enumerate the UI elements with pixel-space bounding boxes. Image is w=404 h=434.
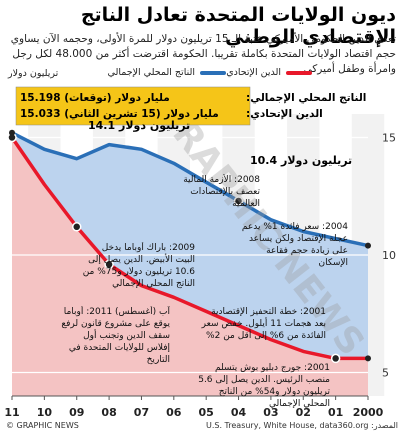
event-marker xyxy=(104,259,114,270)
annotation-2009: 2009: باراك أوباما يدخل البيت الأبيض. ال… xyxy=(82,243,195,289)
gdp-line xyxy=(11,131,369,248)
legend-debt-label: الدين الإتحادي xyxy=(226,67,281,78)
callout: الناتج المحلي الإجمالي: 15.198 مليار دول… xyxy=(15,86,366,126)
legend-gdp-swatch xyxy=(200,70,226,75)
debt-start-marker xyxy=(365,355,371,362)
legend-debt-swatch xyxy=(286,70,312,75)
x-tick-label: 06 xyxy=(166,406,182,419)
x-tick-label: 2000 xyxy=(353,406,384,419)
annotation-2001b-text: 2001: جورج دبليو بوش يتسلم منصب الرئيس. … xyxy=(198,363,330,409)
page-title: ديون الولايات المتحدة تعادل الناتج الإقت… xyxy=(80,4,396,48)
event-marker xyxy=(71,222,82,232)
annotation-2008-text: 2008: الأزمة المالية تعصف بالإقتصادات ال… xyxy=(183,175,260,209)
y-tick-label: 15 xyxy=(382,132,396,145)
callout-box xyxy=(15,86,251,126)
debt-line xyxy=(10,136,368,361)
x-tick-label: 10 xyxy=(37,406,53,419)
gdp-end-marker xyxy=(9,129,15,136)
subtitle: تعدى الدين الحكومي الأميركي عتبة الـ 15 … xyxy=(10,33,396,75)
annotation-2008: 2008: الأزمة المالية تعصف بالإقتصادات ال… xyxy=(183,175,260,209)
footer-credit: © GRAPHIC NEWS xyxy=(6,421,79,430)
legend-gdp-label: الناتج المحلي الإجمالي xyxy=(107,67,195,78)
debt-end-marker xyxy=(9,134,15,141)
y-tick-label: 5 xyxy=(382,367,389,380)
annotation-2001b: 2001: جورج دبليو بوش يتسلم منصب الرئيس. … xyxy=(198,363,330,409)
legend-debt: الدين الإتحادي xyxy=(226,67,312,78)
legend-gdp: الناتج المحلي الإجمالي xyxy=(108,67,226,78)
x-tick-label: 11 xyxy=(4,406,19,419)
annotation-2004: 2004: سعر فائدة 1% يدعم عجلة الإقتصاد ول… xyxy=(241,222,348,268)
annotation-2001a-text: 2001: خطة التحفيز الإقتصادية بعد هجمات 1… xyxy=(201,307,326,341)
x-tick-label: 07 xyxy=(134,406,149,419)
y-tick-label: 10 xyxy=(382,249,396,262)
annotation-2011: آب (أغسطس) 2011: أوباما يوقع على مشروع ق… xyxy=(61,307,170,365)
callout-gdp-value: 15.198 مليار دولار (توقعات) xyxy=(20,92,170,104)
callout-gdp-label: الناتج المحلي الإجمالي: xyxy=(246,92,366,104)
annotation-2011-text: آب (أغسطس) 2011: أوباما يوقع على مشروع ق… xyxy=(61,307,170,365)
x-tick-label: 01 xyxy=(328,406,343,419)
event-marker xyxy=(233,196,244,206)
x-tick-label: 09 xyxy=(69,406,84,419)
x-tick-label: 03 xyxy=(263,406,278,419)
annotation-2004-text: 2004: سعر فائدة 1% يدعم عجلة الإقتصاد ول… xyxy=(241,222,348,268)
event-marker xyxy=(330,353,341,364)
callout-debt-label: الدين الإتحادي: xyxy=(246,108,323,120)
x-tick-label: 04 xyxy=(231,406,247,419)
label-gdp-2000: 10.4 تريليون دولار xyxy=(250,154,352,167)
callout-debt-value: 15.033 مليار دولار (15 تشرين الثاني) xyxy=(20,108,219,120)
x-tick-label: 05 xyxy=(199,406,214,419)
footer-source: المصدر: U.S. Treasury, White House, data… xyxy=(205,421,398,430)
label-debt-2011: 14.1 تريليون دولار xyxy=(88,119,190,132)
annotation-2009-text: 2009: باراك أوباما يدخل البيت الأبيض. ال… xyxy=(82,243,195,289)
x-tick-label: 08 xyxy=(101,406,116,419)
gdp-area xyxy=(12,132,368,359)
annotation-2001a: 2001: خطة التحفيز الإقتصادية بعد هجمات 1… xyxy=(201,307,326,341)
legend: الناتج المحلي الإجمالي الدين الإتحادي xyxy=(8,67,396,83)
unit-label: تريليون دولار xyxy=(8,68,59,79)
x-tick-label: 02 xyxy=(296,406,311,419)
debt-area xyxy=(12,137,368,396)
gdp-start-marker xyxy=(365,242,371,249)
